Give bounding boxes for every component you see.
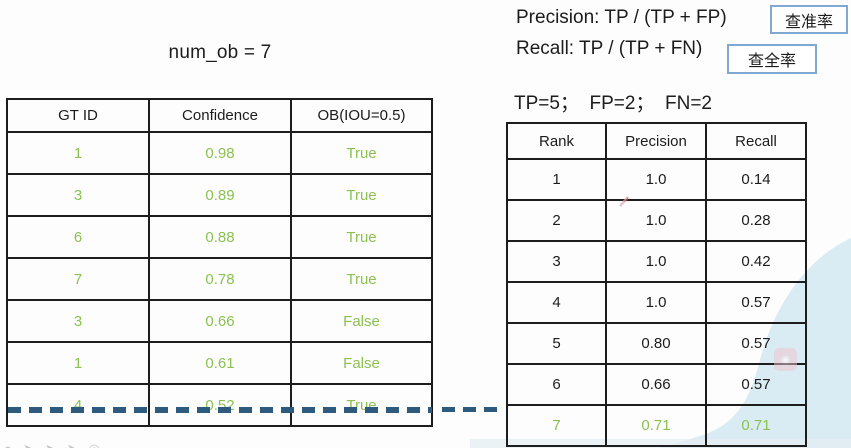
table-cell: 0.80 <box>605 322 707 365</box>
table-row: 6 0.88 True <box>6 215 433 259</box>
column-header: GT ID <box>6 98 150 133</box>
table-cell: 1.0 <box>605 240 707 283</box>
table-cell: 0.71 <box>705 404 807 447</box>
table-row: 1 0.61 False <box>6 341 433 385</box>
table-row: 1 0.98 True <box>6 131 433 175</box>
tp-fp-fn-counts: TP=5； FP=2； FN=2 <box>514 93 712 114</box>
table-cell: 0.61 <box>148 341 292 385</box>
table-cell: True <box>290 383 433 427</box>
table-row: 3 0.66 False <box>6 299 433 343</box>
recall-cn-label: 查全率 <box>727 44 817 74</box>
table-cell: 5 <box>506 322 607 365</box>
dashed-line-connector <box>442 407 504 412</box>
table-cell: 6 <box>6 215 150 259</box>
table-cell: 1.0 <box>605 199 707 242</box>
table-row: 6 0.66 0.57 <box>506 363 807 406</box>
logo-watermark-icon: ◉ <box>774 348 797 371</box>
table-cell: True <box>290 257 433 301</box>
table-row: 1 1.0 0.14 <box>506 158 807 201</box>
table-cell: 1 <box>6 131 150 175</box>
table-cell: 7 <box>506 404 607 447</box>
table-cell: 1 <box>506 158 607 201</box>
gt-table: GT ID Confidence OB(IOU=0.5) 1 0.98 True 3 0.89… <box>6 98 433 427</box>
table-cell: 1.0 <box>605 281 707 324</box>
table-cell: True <box>290 215 433 259</box>
table-cell: 3 <box>6 299 150 343</box>
table-row: 4 1.0 0.57 <box>506 281 807 324</box>
table-row: 3 0.89 True <box>6 173 433 217</box>
table-cell: 7 <box>6 257 150 301</box>
table-cell: 0.52 <box>148 383 292 427</box>
header-row: Rank Precision Recall <box>506 122 807 160</box>
table-row: 7 0.78 True <box>6 257 433 301</box>
table-row: 3 1.0 0.42 <box>506 240 807 283</box>
table-cell: 0.66 <box>605 363 707 406</box>
video-player-controls[interactable]: ● ➤ ➤ ➤ ◎ <box>4 442 100 448</box>
column-header: Rank <box>506 122 607 160</box>
table-cell: False <box>290 341 433 385</box>
table-cell: 0.88 <box>148 215 292 259</box>
precision-recall-table: Rank Precision Recall 1 1.0 0.14 2 1.0 0.28 3 1.0 0… <box>506 122 807 447</box>
table-cell: False <box>290 299 433 343</box>
header-row: GT ID Confidence OB(IOU=0.5) <box>6 98 433 133</box>
table-cell: 2 <box>506 199 607 242</box>
play-icon[interactable]: ➤ <box>45 442 56 448</box>
table-cell: True <box>290 131 433 175</box>
table-row: 2 1.0 0.28 <box>506 199 807 242</box>
table-cell: 4 <box>6 383 150 427</box>
table-cell: 0.89 <box>148 173 292 217</box>
table-row: 7 0.71 0.71 <box>506 404 807 447</box>
table-row: 4 0.52 True <box>6 383 433 427</box>
table-cell: 0.78 <box>148 257 292 301</box>
table-cell: 1.0 <box>605 158 707 201</box>
pen-cursor-icon <box>619 196 629 207</box>
table-cell: 0.66 <box>148 299 292 343</box>
column-header: Recall <box>705 122 807 160</box>
column-header: OB(IOU=0.5) <box>290 98 433 133</box>
table-cell: 1 <box>6 341 150 385</box>
table-cell: 3 <box>506 240 607 283</box>
table-cell: 0.98 <box>148 131 292 175</box>
table-cell: True <box>290 173 433 217</box>
prev-icon[interactable]: ● <box>4 442 12 448</box>
table-cell: 4 <box>506 281 607 324</box>
replay-icon[interactable]: ◎ <box>89 442 100 448</box>
column-header: Precision <box>605 122 707 160</box>
recall-formula: Recall: TP / (TP + FN) <box>516 38 703 59</box>
precision-formula: Precision: TP / (TP + FP) <box>516 7 727 28</box>
precision-cn-label: 查准率 <box>770 5 848 34</box>
table-cell: 0.28 <box>705 199 807 242</box>
rewind-icon[interactable]: ➤ <box>23 442 34 448</box>
table-cell: 0.14 <box>705 158 807 201</box>
table-cell: 0.42 <box>705 240 807 283</box>
table-cell: 6 <box>506 363 607 406</box>
table-cell: 0.57 <box>705 281 807 324</box>
table-cell: 3 <box>6 173 150 217</box>
table-row: 5 0.80 0.57 <box>506 322 807 365</box>
num-ob-title: num_ob = 7 <box>168 42 272 63</box>
dashed-line-left <box>8 407 432 413</box>
table-cell: 0.71 <box>605 404 707 447</box>
forward-icon[interactable]: ➤ <box>67 442 78 448</box>
column-header: Confidence <box>148 98 292 133</box>
